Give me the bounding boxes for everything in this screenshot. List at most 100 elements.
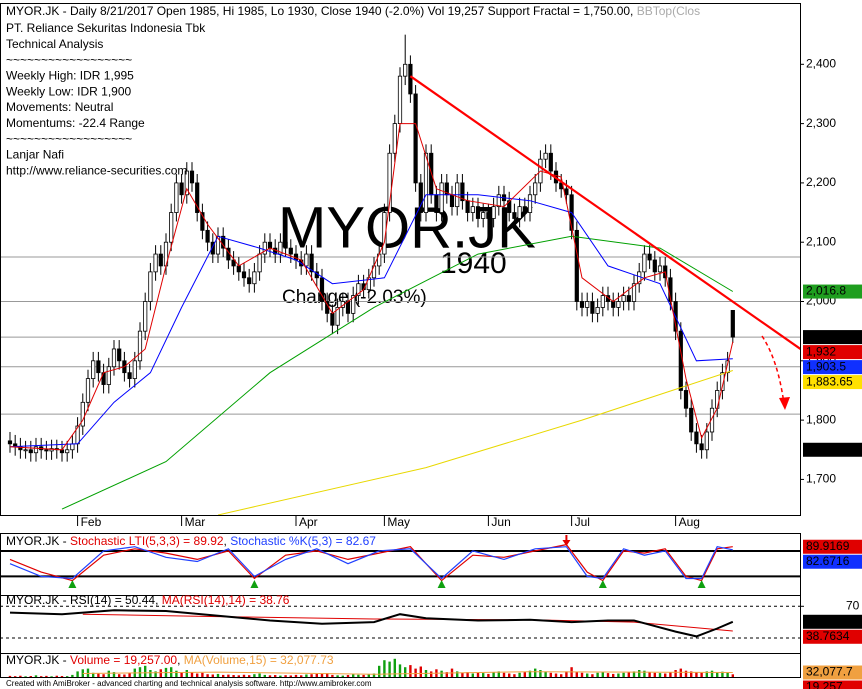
volume-bar — [601, 672, 605, 677]
volume-bar — [102, 674, 105, 677]
volume-bar — [138, 667, 142, 677]
value-label: 32,077.7 — [806, 665, 853, 679]
volume-bar — [523, 672, 527, 677]
x-tick-label: Aug — [679, 515, 700, 529]
volume-bar — [279, 675, 282, 677]
value-label-box — [803, 330, 862, 345]
footer: Created with AmiBroker - advanced charti… — [6, 679, 372, 688]
volume-bar — [81, 669, 84, 677]
candle-body — [517, 206, 522, 219]
volume-bar — [65, 676, 69, 677]
volume-bar — [211, 674, 214, 677]
volume-bar — [34, 675, 38, 677]
volume-bar — [497, 671, 501, 677]
volume-bar — [544, 671, 547, 677]
volume-bar — [310, 674, 313, 677]
candle-body — [111, 348, 117, 368]
candle-body — [28, 449, 33, 454]
candle-body — [91, 360, 96, 380]
volume-bar — [154, 671, 157, 677]
candle-body — [288, 247, 293, 255]
candle-body — [169, 212, 174, 243]
candle-body — [585, 301, 590, 308]
candle-body — [304, 253, 309, 267]
x-tick-label: Apr — [299, 515, 318, 529]
candle-body — [423, 152, 429, 213]
candle-body — [153, 253, 158, 273]
candle-body — [616, 301, 621, 308]
volume-bar — [383, 660, 386, 677]
volume-bar — [341, 675, 344, 677]
indicator-line — [217, 370, 733, 516]
legend-entry: Stochastic %K(5,3) = 82.67 — [230, 534, 376, 548]
volume-bar — [471, 673, 475, 677]
candle-body — [704, 431, 709, 451]
volume-bar — [299, 675, 303, 677]
info-line: Weekly High: IDR 1,995 — [6, 69, 134, 83]
candle-body — [491, 206, 496, 219]
y-tick-label: 2,400 — [806, 56, 836, 70]
volume-bar — [55, 675, 58, 677]
volume-bar — [539, 670, 542, 677]
candle-body — [195, 182, 200, 213]
volume-bar — [575, 672, 579, 677]
volume-bar — [643, 670, 646, 677]
candle-body — [600, 295, 605, 308]
volume-bar — [445, 672, 449, 677]
volume-bar — [232, 675, 235, 677]
candle-body — [148, 271, 153, 302]
volume-bar — [596, 672, 599, 677]
volume-bar — [679, 668, 683, 677]
volume-bar — [97, 673, 100, 677]
volume-bar — [71, 674, 74, 677]
volume-bar — [227, 674, 230, 677]
candle-body — [143, 301, 148, 332]
volume-bar — [731, 674, 735, 677]
value-label-box — [803, 345, 862, 360]
volume-bar — [117, 674, 121, 677]
volume-bar — [143, 665, 147, 677]
volume-bar — [315, 673, 318, 677]
volume-bar — [716, 672, 719, 677]
volume-bar — [195, 673, 199, 677]
info-line: Movements: Neutral — [6, 100, 113, 114]
candle-body — [262, 241, 267, 255]
candle-body — [309, 253, 314, 273]
volume-bar — [60, 676, 64, 677]
x-tick-label: May — [387, 515, 410, 529]
value-label-box — [803, 284, 862, 299]
volume-legend: MYOR.JK - Volume = 19,257.00, MA(Volume,… — [6, 653, 334, 667]
volume-bar — [45, 675, 48, 677]
value-label-box — [803, 539, 862, 554]
volume-frame — [0, 653, 801, 678]
volume-bar — [393, 658, 396, 677]
candle-body — [351, 295, 356, 314]
volume-bar — [185, 670, 188, 677]
value-label-box — [803, 360, 862, 375]
candle-body — [533, 182, 538, 196]
candle-body — [460, 182, 465, 202]
candle-body — [392, 123, 397, 154]
buy-signal — [598, 580, 607, 588]
candle-body — [715, 390, 720, 409]
title-note: BBTop(Clos — [637, 4, 700, 18]
volume-bar — [404, 667, 407, 677]
volume-bar — [39, 676, 43, 677]
volume-bar — [430, 671, 433, 677]
x-tick-label: Jun — [491, 515, 510, 529]
value-label: 1,903.5 — [806, 359, 846, 373]
legend-prefix: MYOR.JK - — [6, 593, 70, 607]
candle-body — [652, 259, 657, 273]
candle-body — [642, 253, 647, 273]
volume-bar — [398, 664, 402, 677]
legend-entry: RSI(14) = 50.44 — [70, 593, 155, 607]
candle-body — [179, 182, 184, 196]
candle-body — [241, 271, 247, 279]
volume-bar — [294, 674, 298, 677]
panel-frames — [0, 3, 801, 678]
candle-body — [85, 378, 91, 403]
volume-bar — [216, 673, 220, 677]
candle-body — [631, 283, 637, 302]
volume-bar — [305, 674, 308, 677]
